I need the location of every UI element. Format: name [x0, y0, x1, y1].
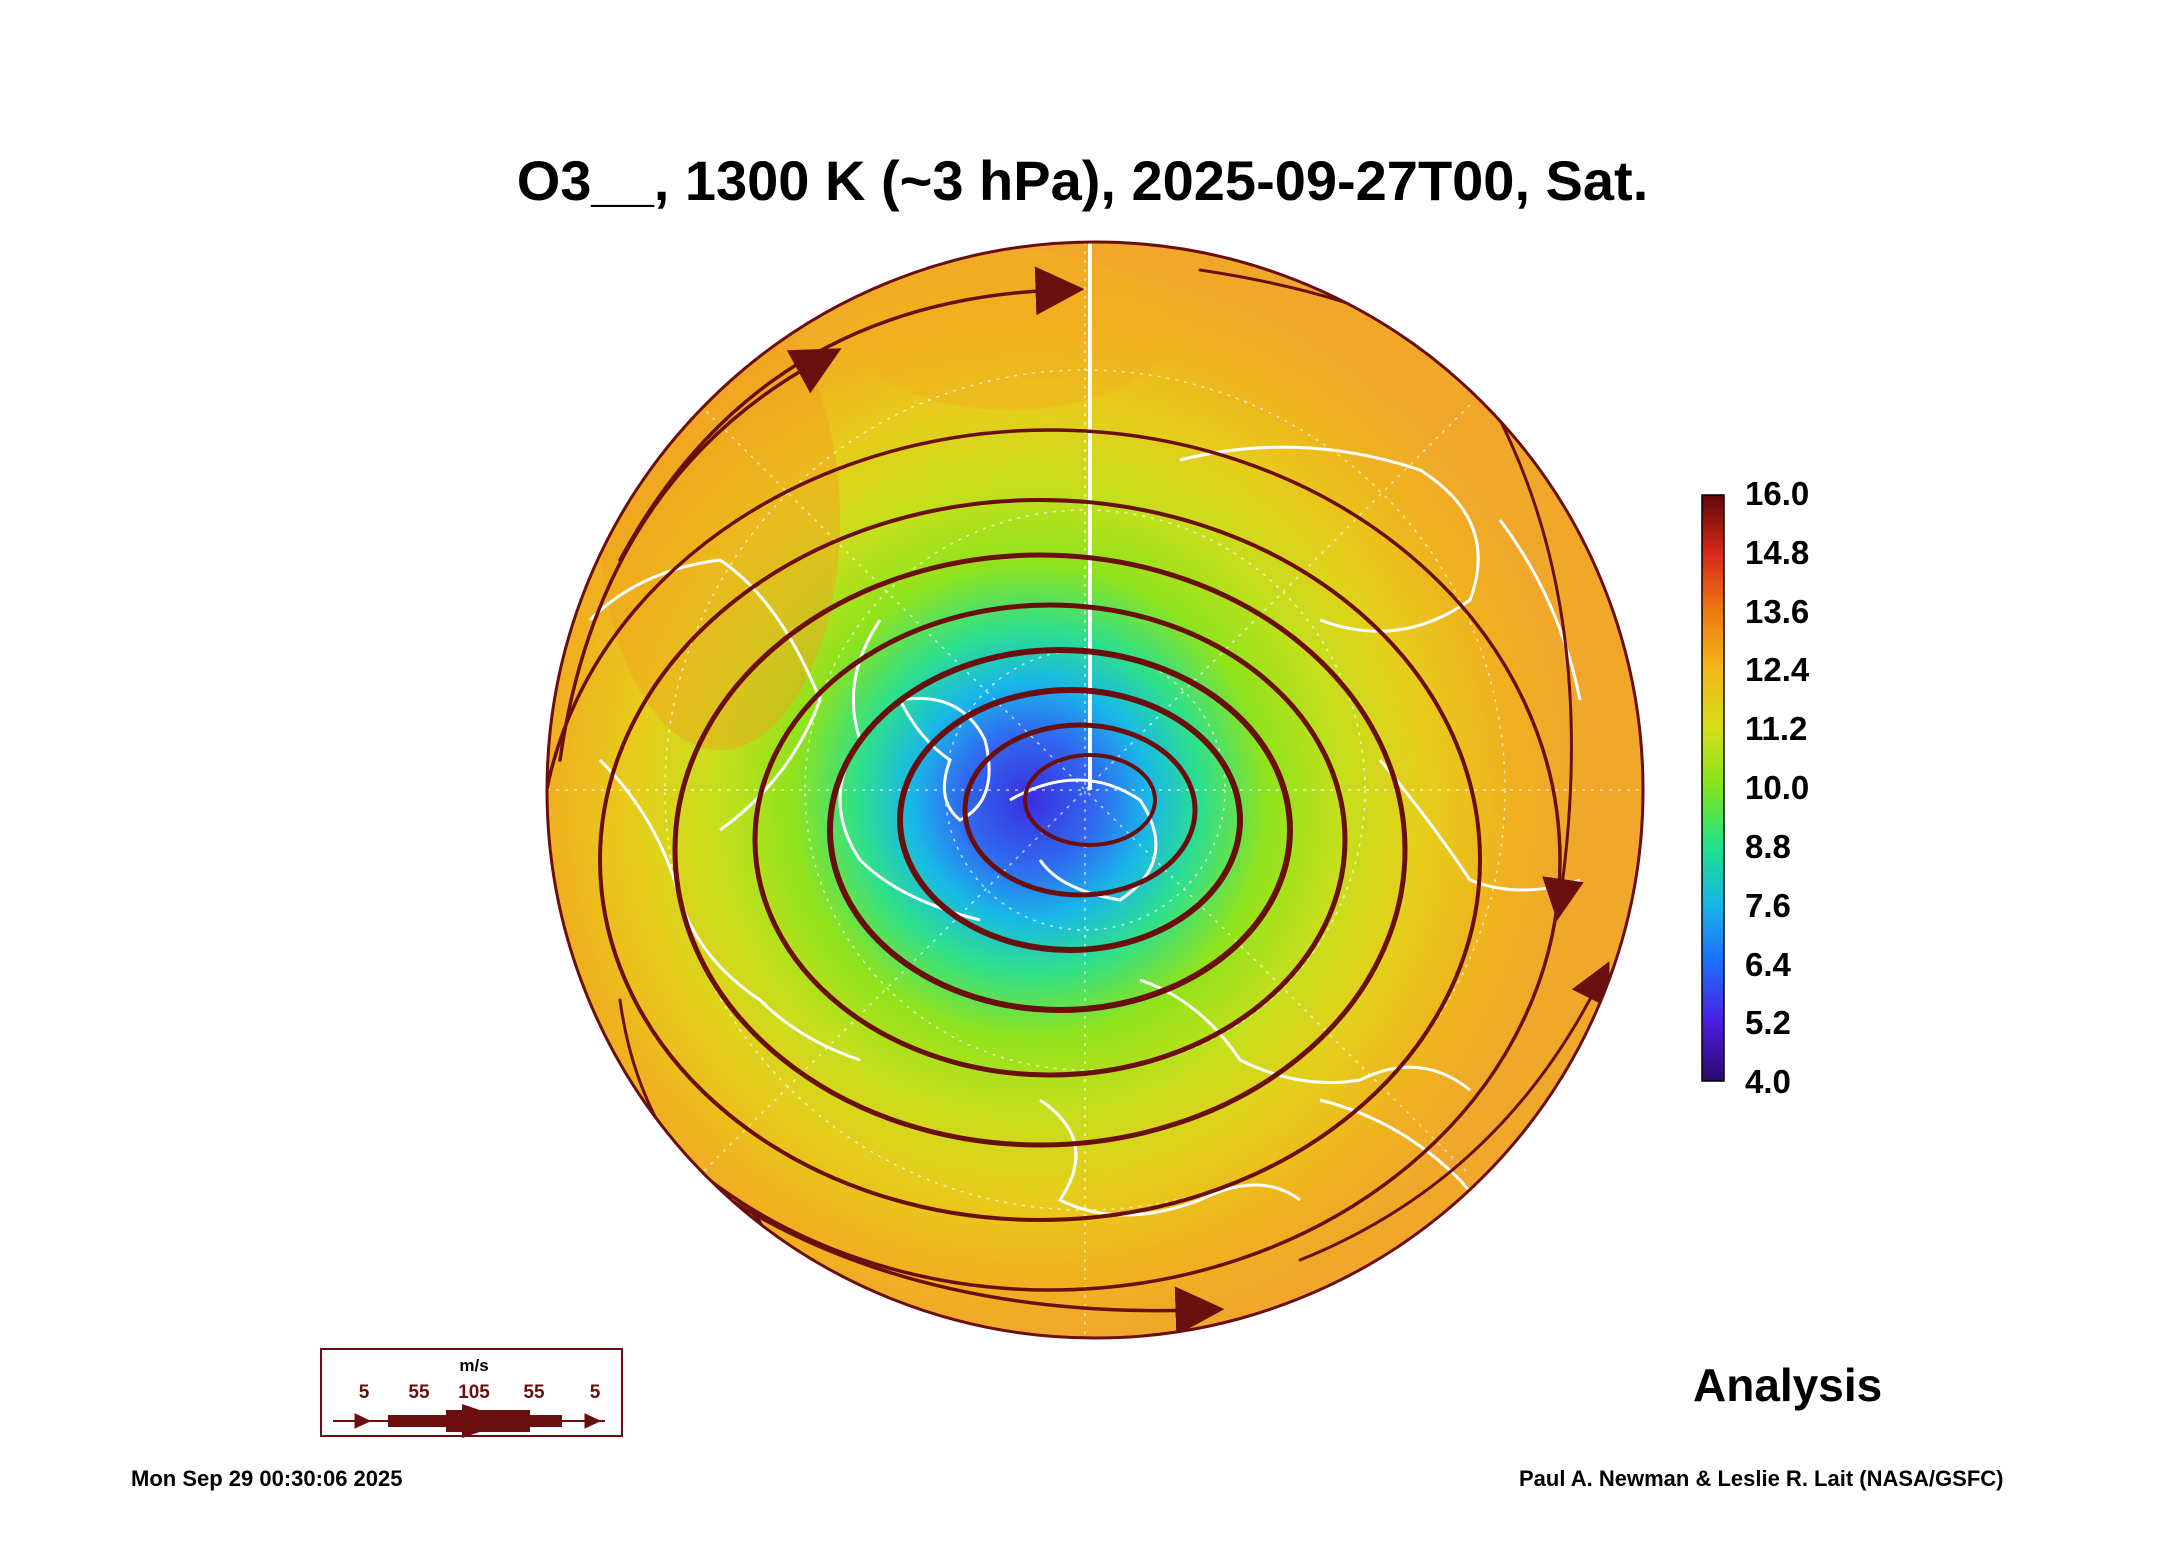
- colorbar-label: 6.4: [1745, 946, 1791, 984]
- legend-speed: 55: [523, 1382, 544, 1404]
- legend-unit: m/s: [459, 1356, 488, 1376]
- legend-speed: 5: [590, 1382, 601, 1404]
- colorbar-label: 5.2: [1745, 1004, 1791, 1042]
- colorbar-label: 8.8: [1745, 828, 1791, 866]
- legend-speed: 5: [359, 1382, 370, 1404]
- analysis-label: Analysis: [1693, 1358, 1882, 1412]
- colorbar-label: 11.2: [1745, 710, 1807, 748]
- legend-speed: 105: [458, 1382, 490, 1404]
- colorbar-label: 12.4: [1745, 651, 1809, 689]
- colorbar-label: 10.0: [1745, 769, 1809, 807]
- colorbar-label: 16.0: [1745, 475, 1809, 513]
- legend-speed: 55: [408, 1382, 429, 1404]
- timestamp: Mon Sep 29 00:30:06 2025: [131, 1466, 402, 1492]
- wind-speed-legend: m/s 5 55 105 55 5: [320, 1348, 623, 1437]
- colorbar-label: 13.6: [1745, 593, 1809, 631]
- colorbar-label: 7.6: [1745, 887, 1791, 925]
- colorbar-label: 14.8: [1745, 534, 1809, 572]
- credit: Paul A. Newman & Leslie R. Lait (NASA/GS…: [1519, 1466, 2003, 1492]
- colorbar-label: 4.0: [1745, 1063, 1791, 1101]
- colorbar: [1702, 495, 1724, 1081]
